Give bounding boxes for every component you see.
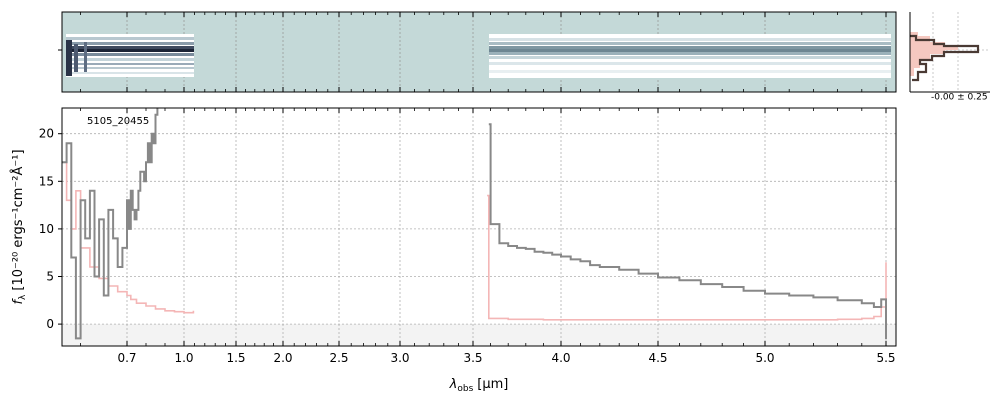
- x-axis-subscript: obs: [457, 384, 473, 394]
- x-tick-label: 1.5: [226, 351, 245, 365]
- x-tick-label: 2.5: [329, 351, 348, 365]
- model-series-segment-1: [487, 194, 887, 321]
- spectrum-2d-frame: [61, 11, 897, 93]
- profile-panel: -0.00 ± 0.25: [909, 12, 990, 103]
- x-axis-symbol: λ: [449, 377, 458, 392]
- x-tick-label: 5.0: [755, 351, 774, 365]
- profile-line: [910, 34, 980, 82]
- plot-grid: [62, 108, 896, 346]
- x-tick-label: 0.7: [117, 351, 136, 365]
- x-tick-label: 5.5: [876, 351, 895, 365]
- x-tick-label: 3.5: [463, 351, 482, 365]
- y-tick-label: 5: [46, 270, 54, 284]
- y-tick-label: 20: [39, 127, 54, 141]
- y-tick-label: 15: [39, 174, 54, 188]
- y-axis-unit: [10⁻²⁰ ergs⁻¹cm⁻²Å⁻¹]: [10, 149, 26, 290]
- plot-background: [62, 108, 896, 346]
- flux-series-segment-0: [62, 108, 159, 340]
- plot-frame: [61, 107, 897, 347]
- flux-series-segment-1: [488, 123, 887, 340]
- model-series-segment-0: [62, 161, 195, 314]
- y-axis-label: fλ [10⁻²⁰ ergs⁻¹cm⁻²Å⁻¹]: [10, 149, 28, 304]
- x-tick-label: 3.0: [390, 351, 409, 365]
- plot-ticks: [58, 108, 887, 346]
- profile-label: -0.00 ± 0.25: [931, 93, 988, 103]
- y-axis-subscript: λ: [18, 294, 28, 300]
- profile-fill: [910, 32, 958, 76]
- spectrum-2d-panel: [58, 11, 897, 93]
- spectrum-2d-trace-left: [66, 34, 194, 77]
- spectrum-2d-trace-right: [489, 34, 891, 78]
- x-tick-label: 4.0: [551, 351, 570, 365]
- x-axis-unit: [μm]: [477, 377, 508, 392]
- object-label: 5105_20455: [87, 116, 149, 127]
- y-tick-label: 10: [39, 222, 54, 236]
- x-tick-label: 4.5: [648, 351, 667, 365]
- series-layer: [62, 108, 887, 340]
- spectrum-2d-traces: [66, 34, 891, 78]
- y-tick-labels: 0 5 10 15 20: [39, 127, 54, 331]
- x-tick-labels: 0.7 1.0 1.5 2.0 2.5 3.0 3.5 4.0 4.5 5.0 5.5: [117, 351, 895, 365]
- spectrum-2d-ticks: [80, 12, 887, 92]
- x-tick-label: 2.0: [273, 351, 292, 365]
- y-axis-symbol: f: [11, 298, 26, 305]
- x-axis-label: λobs [μm]: [449, 377, 509, 394]
- negative-region-shade: [62, 324, 896, 346]
- x-tick-label: 1.0: [174, 351, 193, 365]
- spectrum-1d-panel: 0.7 1.0 1.5 2.0 2.5 3.0 3.5 4.0 4.5 5.0 5.5 0 5 10 15…: [39, 107, 897, 365]
- y-tick-label: 0: [46, 317, 54, 331]
